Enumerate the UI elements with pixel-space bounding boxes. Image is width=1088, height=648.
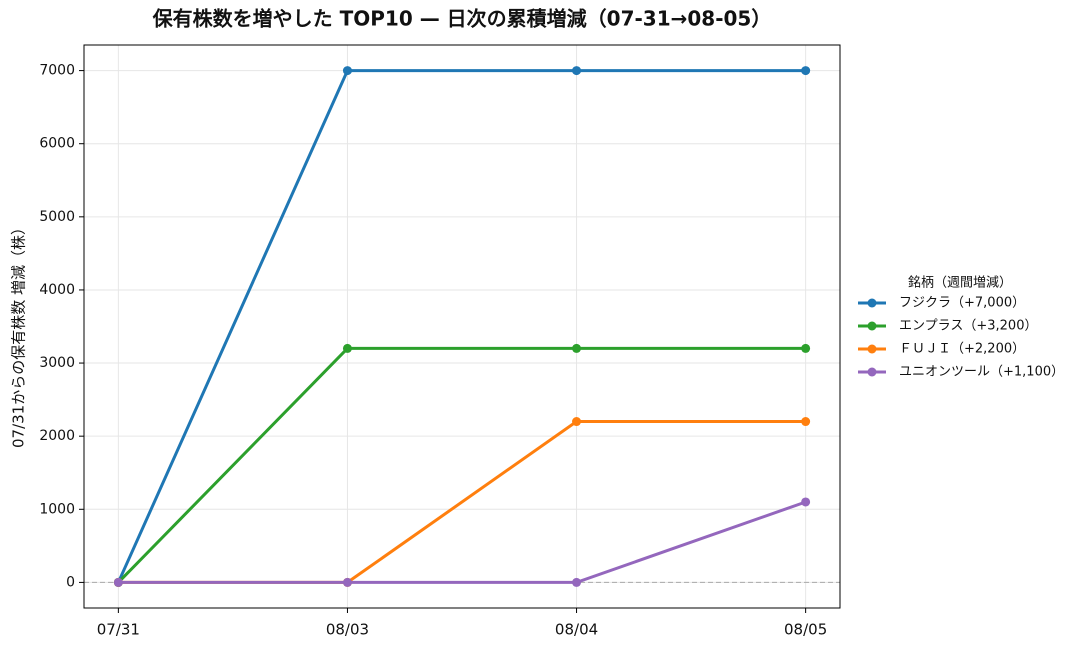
x-tick-label: 08/05 (784, 621, 827, 639)
legend-marker (867, 367, 877, 377)
y-axis-label: 07/31からの保有株数 増減（株） (10, 220, 28, 448)
point (572, 343, 582, 353)
x-tick-label: 07/31 (97, 621, 140, 639)
legend-label: フジクラ（+7,000） (899, 296, 1025, 311)
legend-marker (867, 298, 877, 308)
y-tick-label: 7000 (39, 63, 75, 79)
point (801, 417, 811, 427)
point (572, 417, 582, 427)
series-line (118, 500, 807, 584)
legend-label: ＦＵＪＩ（+2,200） (899, 342, 1025, 357)
y-tick-label: 2000 (39, 428, 75, 444)
y-tick-label: 5000 (39, 209, 75, 225)
plot-frame (83, 44, 841, 609)
y-tick-label: 3000 (39, 355, 75, 371)
chart-title: 保有株数を増やした TOP10 — 日次の累積増減（07-31→08-05） (152, 7, 772, 31)
point (342, 343, 352, 353)
point (801, 343, 811, 353)
legend-title: 銘柄（週間増減） (908, 275, 1012, 291)
y-tick-label: 1000 (39, 501, 75, 517)
point (113, 577, 123, 587)
y-tick-label: 6000 (39, 136, 75, 152)
series-line (116, 69, 806, 584)
y-tick-label: 0 (66, 574, 75, 590)
series-line (117, 346, 806, 584)
point (572, 577, 582, 587)
point (572, 66, 582, 76)
x-tick-label: 08/03 (326, 621, 369, 639)
legend-label: ユニオンツール（+1,100） (899, 365, 1064, 380)
point (342, 66, 352, 76)
point (801, 66, 811, 76)
legend-label: エンプラス（+3,200） (899, 319, 1037, 334)
legend-marker (867, 344, 877, 354)
x-tick-label: 08/04 (555, 621, 598, 639)
point (801, 497, 811, 507)
legend-marker (867, 321, 877, 331)
point (342, 577, 352, 587)
y-tick-label: 4000 (39, 282, 75, 298)
